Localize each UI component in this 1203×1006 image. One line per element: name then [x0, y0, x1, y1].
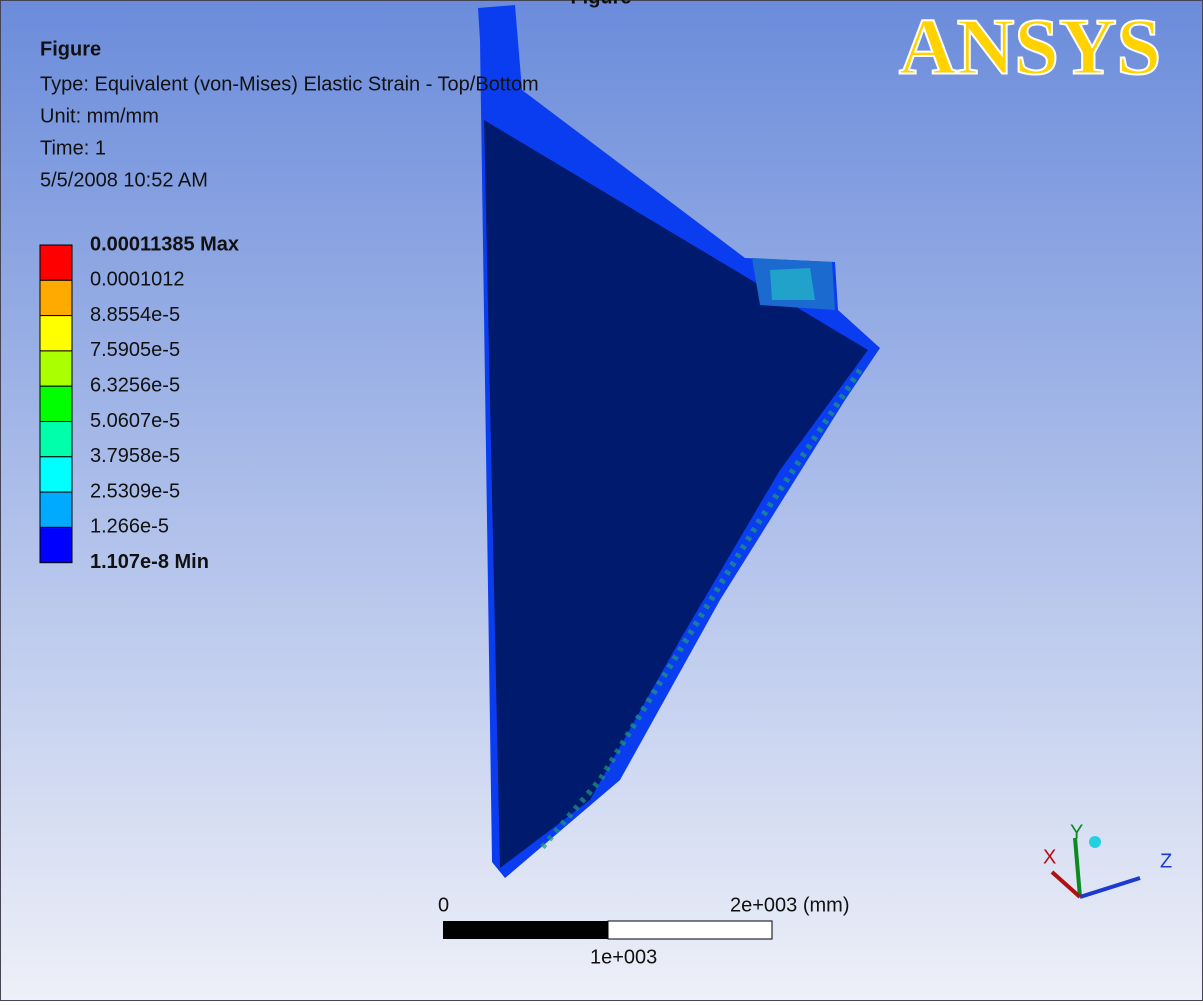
scale-end: 2e+003 (mm)	[730, 894, 850, 916]
triad-z-axis	[1079, 876, 1141, 899]
legend-swatch	[39, 421, 73, 458]
scale-bar-light	[607, 920, 773, 940]
legend-label: 2.5309e-5	[90, 480, 180, 502]
info-line: Time: 1	[40, 137, 106, 159]
legend-label: 3.7958e-5	[90, 445, 180, 467]
triad-ball	[1089, 836, 1101, 848]
triad-x-label: X	[1043, 846, 1056, 868]
info-lines: Type: Equivalent (von-Mises) Elastic Str…	[40, 73, 539, 191]
legend-swatch	[39, 385, 73, 423]
legend-swatch	[39, 526, 73, 564]
scale-start: 0	[438, 894, 449, 916]
info-line: 5/5/2008 10:52 AM	[40, 169, 208, 191]
info-line: Unit: mm/mm	[40, 105, 159, 127]
legend-swatch	[39, 350, 73, 387]
triad-y-axis	[1073, 837, 1082, 898]
triad: Y X Z	[1043, 821, 1172, 899]
window-title: Figure	[570, 0, 631, 8]
triad-x-axis	[1050, 870, 1082, 899]
model	[478, 5, 880, 878]
legend-swatch	[39, 456, 73, 493]
legend-swatch	[39, 244, 73, 281]
legend-label: 6.3256e-5	[90, 374, 180, 396]
model-edge	[537, 368, 863, 852]
legend: 0.00011385 Max 0.0001012 8.8554e-5 7.5905e-…	[39, 233, 239, 573]
legend-swatch	[39, 315, 73, 352]
legend-label: 5.0607e-5	[90, 410, 180, 432]
legend-swatch	[39, 491, 73, 528]
legend-label: 0.0001012	[90, 269, 185, 291]
model-hotspot	[770, 268, 815, 300]
info-title: Figure	[40, 38, 101, 60]
legend-label: 8.8554e-5	[90, 304, 180, 326]
legend-label: 7.5905e-5	[90, 339, 180, 361]
legend-label: 0.00011385 Max	[90, 233, 239, 255]
info-line: Type: Equivalent (von-Mises) Elastic Str…	[40, 73, 539, 95]
triad-y-label: Y	[1070, 821, 1083, 843]
legend-label: 1.107e-8 Min	[90, 551, 209, 573]
scale-bar-dark	[443, 921, 608, 939]
legend-swatch	[39, 279, 73, 317]
legend-label: 1.266e-5	[90, 516, 169, 538]
triad-z-label: Z	[1160, 850, 1172, 872]
model-face	[484, 120, 868, 868]
scale-middle: 1e+003	[590, 946, 657, 968]
logo: ANSYS	[899, 3, 1161, 91]
